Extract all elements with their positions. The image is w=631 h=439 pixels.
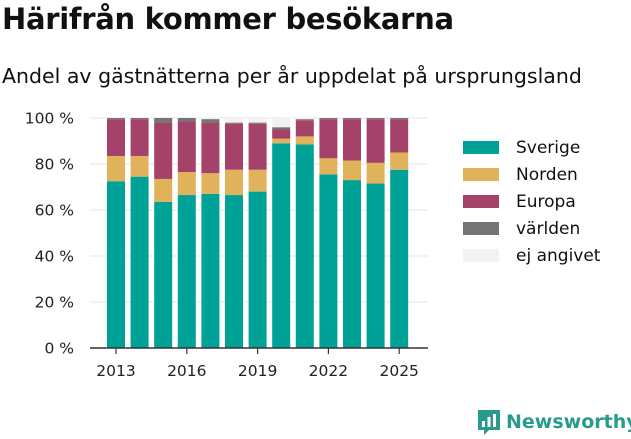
bar-segment: [225, 119, 243, 123]
bar-segment: [107, 118, 125, 120]
bar-segment: [390, 169, 409, 348]
bar-segment: [248, 119, 267, 123]
bar-segment: [107, 181, 125, 348]
bar-segment: [107, 155, 125, 182]
y-tick-label: 0 %: [44, 340, 74, 358]
legend-label: Norden: [516, 164, 578, 185]
legend-item: världen: [463, 215, 600, 242]
bar-segment: [248, 191, 267, 348]
bar-segment: [177, 118, 196, 122]
legend-item: Sverige: [463, 134, 600, 161]
legend-swatch: [463, 195, 499, 208]
bar-segment: [319, 118, 338, 120]
y-tick-label: 60 %: [35, 202, 74, 220]
bar-segment: [319, 119, 338, 159]
bar-segment: [343, 118, 361, 120]
bar-segment: [201, 173, 220, 194]
bar-segment: [366, 118, 385, 120]
bar-segment: [295, 120, 314, 137]
x-tick-label: 2022: [309, 362, 348, 380]
legend-item: ej angivet: [463, 242, 600, 269]
legend-label: ej angivet: [516, 245, 601, 266]
bar-segment: [366, 162, 385, 184]
bar-segment: [130, 155, 149, 177]
bar-segment: [201, 119, 220, 123]
bar-segment: [366, 119, 385, 163]
x-tick-label: 2019: [238, 362, 277, 380]
legend-item: Europa: [463, 188, 600, 215]
bar-segment: [272, 138, 291, 144]
bar-segment: [390, 118, 409, 120]
x-axis-ticks: 2013 2016 2019 2022 2025: [90, 347, 428, 380]
bar-segment: [295, 136, 314, 145]
legend-label: världen: [516, 218, 581, 239]
bar-chart-icon: [478, 410, 500, 435]
bar-segment: [295, 144, 314, 348]
bar-segment: [319, 174, 338, 348]
bar-segment: [130, 119, 149, 156]
x-tick-label: 2013: [96, 362, 135, 380]
bar-segment: [343, 119, 361, 161]
bar-segment: [248, 122, 267, 124]
chart-subtitle: Andel av gästnätterna per år uppdelat på…: [2, 64, 582, 88]
bar-segment: [248, 169, 267, 192]
bar-segment: [154, 201, 173, 348]
legend-item: Norden: [463, 161, 600, 188]
y-tick-label: 20 %: [35, 294, 74, 312]
y-axis-ticks: 0 % 20 % 40 % 60 % 80 % 100 %: [25, 110, 74, 358]
bar-segment: [248, 123, 267, 170]
x-tick-label: 2025: [379, 362, 418, 380]
legend-swatch: [463, 249, 499, 262]
bar-segment: [177, 172, 196, 196]
legend-label: Europa: [516, 191, 576, 212]
bar-segment: [201, 122, 220, 174]
bar-segment: [272, 127, 291, 130]
legend-swatch: [463, 141, 499, 154]
bar-segment: [177, 121, 196, 173]
bar-segment: [130, 118, 149, 120]
bar-segment: [272, 118, 291, 128]
bar-segment: [201, 193, 220, 348]
bar-segment: [390, 152, 409, 170]
legend: Sverige Norden Europa världen ej angivet: [463, 134, 600, 269]
bar-segment: [177, 195, 196, 348]
bar-segment: [225, 122, 243, 124]
bar-segment: [390, 119, 409, 153]
y-tick-label: 40 %: [35, 248, 74, 266]
legend-label: Sverige: [516, 137, 581, 158]
bar-segment: [225, 169, 243, 196]
bar-segment: [154, 178, 173, 202]
y-tick-label: 80 %: [35, 156, 74, 174]
bar-segment: [319, 158, 338, 175]
x-tick-label: 2016: [167, 362, 206, 380]
bar-segment: [225, 195, 243, 348]
bar-segment: [295, 119, 314, 121]
bar-segment: [130, 176, 149, 348]
bar-segment: [154, 118, 173, 123]
legend-swatch: [463, 168, 499, 181]
brand-logo: Newsworthy: [476, 408, 631, 436]
bar-segment: [225, 123, 243, 170]
y-tick-label: 100 %: [25, 110, 74, 128]
bar-segment: [272, 129, 291, 139]
bar-segment: [343, 180, 361, 348]
bars: [107, 118, 409, 348]
bar-segment: [107, 119, 125, 156]
bar-segment: [343, 160, 361, 181]
brand-name: Newsworthy: [506, 411, 631, 433]
bar-segment: [154, 122, 173, 179]
chart-title: Härifrån kommer besökarna: [2, 2, 454, 36]
bar-segment: [366, 183, 385, 348]
bar-segment: [272, 143, 291, 348]
bar-segment: [295, 118, 314, 120]
legend-swatch: [463, 222, 499, 235]
